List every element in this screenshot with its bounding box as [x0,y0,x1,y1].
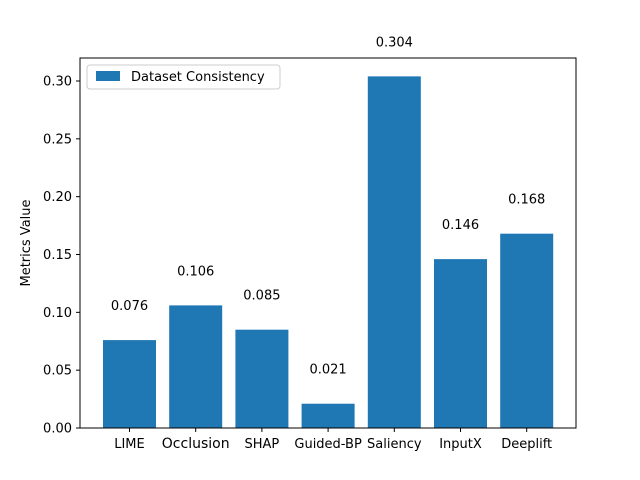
y-tick-label: 0.15 [43,248,72,263]
bar-data-label: 0.021 [309,363,346,378]
y-tick-label: 0.05 [43,364,72,379]
legend-swatch [96,71,120,81]
x-tick-label: Saliency [367,437,422,452]
y-tick-label: 0.10 [43,306,72,321]
bar-data-label: 0.106 [177,264,214,279]
x-tick-label: LIME [114,437,145,452]
legend-box [86,64,281,90]
y-tick-label: 0.30 [43,75,72,90]
bar-data-label: 0.304 [376,35,413,50]
bar-occlusion [169,305,223,428]
y-tick-label: 0.25 [43,132,72,147]
bar-data-label: 0.085 [243,289,280,304]
plot-frame [79,57,577,429]
bar-deeplift [500,233,554,428]
legend: Dataset Consistency [86,64,281,90]
bar-shap [235,329,289,428]
y-tick-label: 0.00 [43,422,72,437]
x-tick-label: Deeplift [501,437,552,452]
bar-data-label: 0.168 [508,193,545,208]
bar-guided-bp [301,403,355,428]
bar-lime [103,340,156,428]
y-tick-label: 0.20 [43,190,72,205]
x-tick-label: Guided-BP [294,437,362,452]
x-axis-ticks: LIME Occlusion SHAP Guided-BP Saliency InputX… [114,428,552,452]
x-tick-label: InputX [439,437,482,452]
bar-saliency [367,76,421,428]
x-tick-label: Occlusion [162,436,230,452]
y-axis-label: Metrics Value [19,199,34,286]
y-axis-ticks: 0.00 0.05 0.10 0.15 0.20 0.25 0.30 [43,75,80,437]
bar-inputx [434,259,487,428]
bars-group [103,76,554,428]
bar-data-label: 0.076 [111,299,148,314]
bar-data-label: 0.146 [442,218,479,233]
x-tick-label: SHAP [245,437,280,452]
legend-label: Dataset Consistency [131,70,265,85]
data-labels-group: 0.076 0.106 0.085 0.021 0.304 0.146 0.168 [111,35,545,377]
